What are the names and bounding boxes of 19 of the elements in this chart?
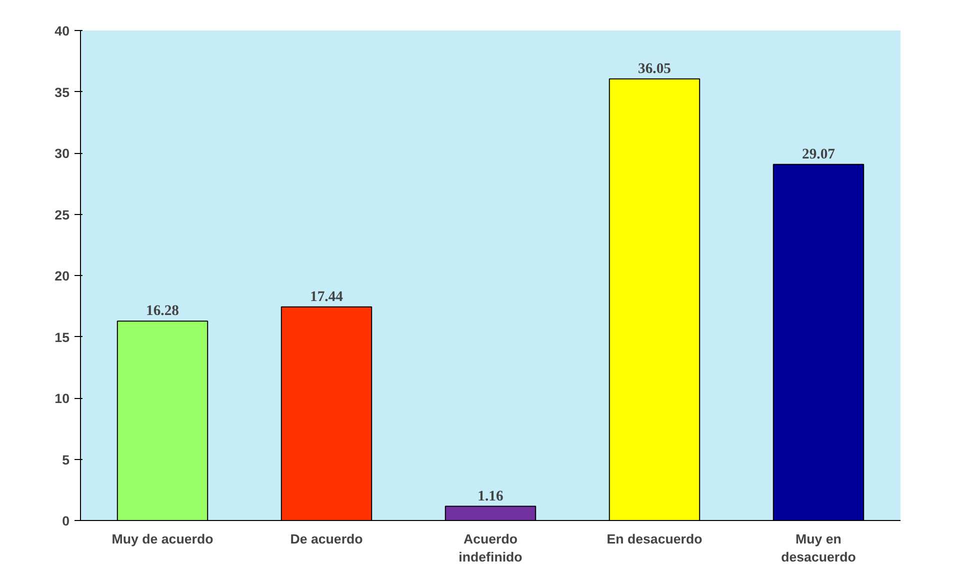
data-label: 36.05: [638, 60, 671, 77]
x-tick-label: Muy de acuerdo: [112, 532, 214, 546]
y-tick-label: 0: [62, 514, 70, 528]
y-tick-label: 30: [54, 146, 70, 161]
data-label: 16.28: [146, 303, 179, 320]
x-tick-label: Acuerdo indefinido: [458, 532, 522, 564]
x-tick-label: En desacuerdo: [606, 532, 702, 546]
y-tick-label: 40: [54, 24, 70, 38]
y-tick-label: 20: [54, 268, 70, 284]
y-tick-label: 35: [54, 84, 70, 100]
y-tick-label: 25: [54, 207, 70, 222]
y-tick-label: 10: [54, 391, 70, 406]
y-tick-label: 5: [62, 452, 70, 468]
data-label: 29.07: [802, 146, 835, 162]
y-tick-label: 15: [54, 330, 70, 345]
data-label: 1.16: [478, 488, 504, 504]
x-tick-label: Muy en desacuerdo: [781, 532, 856, 564]
data-label: 17.44: [310, 288, 344, 305]
x-tick-label: De acuerdo: [290, 532, 363, 546]
